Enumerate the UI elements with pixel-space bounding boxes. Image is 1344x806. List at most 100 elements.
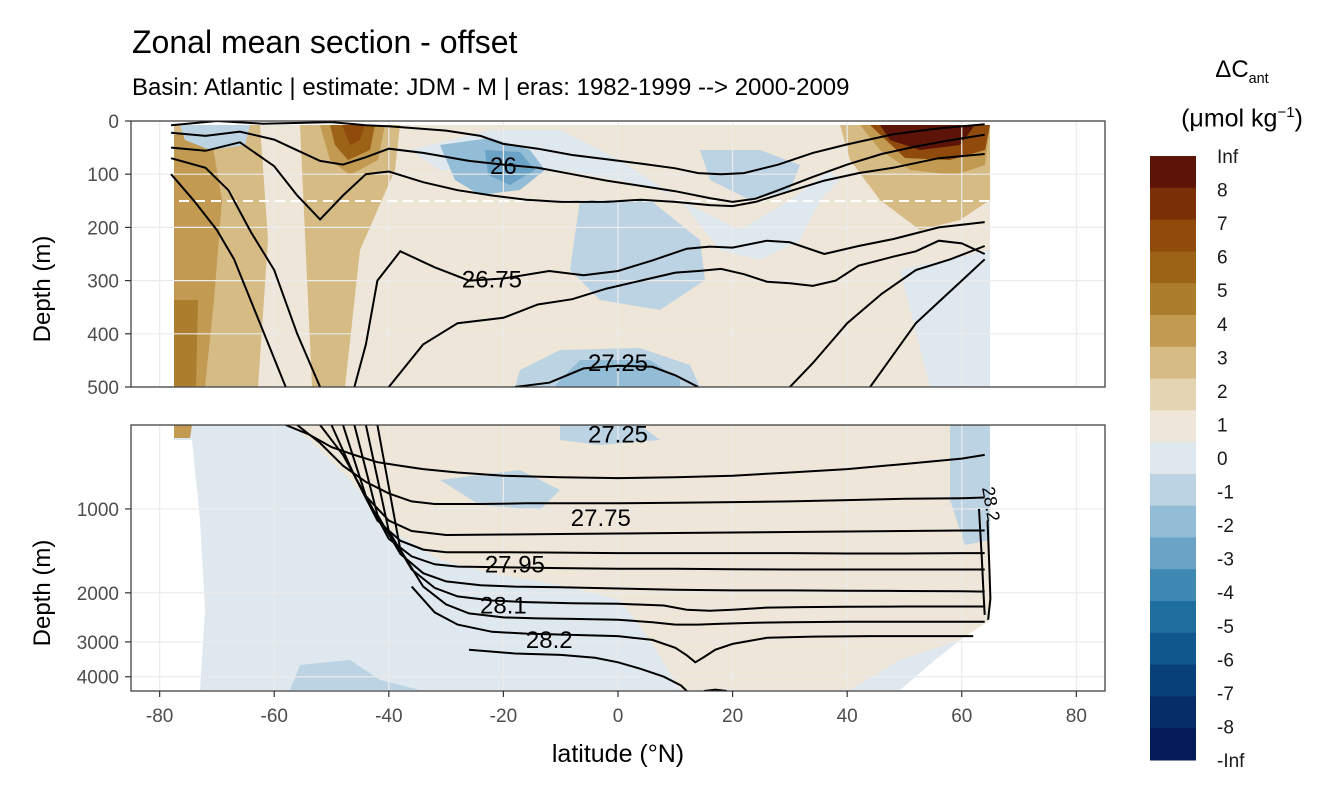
colorbar-label: -8 — [1217, 717, 1234, 738]
colorbar: Inf 8 7 6 5 4 3 2 1 0 -1 -2 -3 -4 -5 -6 -7 -8 -Inf — [1150, 147, 1245, 772]
chart-subtitle: Basin: Atlantic | estimate: JDM - M | er… — [132, 74, 850, 101]
colorbar-swatch — [1150, 569, 1196, 602]
y-tick-label: 500 — [87, 378, 119, 399]
colorbar-swatch — [1150, 219, 1196, 252]
contour-line-4 — [170, 173, 287, 387]
contour-line-0 — [171, 121, 985, 176]
y-tick-label: 4000 — [77, 668, 119, 689]
x-tick-label: -80 — [146, 706, 173, 727]
colorbar-swatch — [1150, 632, 1196, 666]
contour-label: 27.25 — [588, 421, 648, 448]
contour-line-1 — [171, 130, 985, 203]
contour-label: 27.95 — [485, 551, 545, 578]
y-tick-label: 1000 — [77, 500, 119, 521]
colorbar-swatch — [1150, 442, 1196, 475]
contour-label: 26.75 — [462, 267, 522, 294]
y-axis-label-top: Depth (m) — [29, 236, 56, 343]
colorbar-label: 5 — [1217, 281, 1228, 302]
colorbar-swatch — [1150, 283, 1196, 316]
y-tick-label: 400 — [87, 325, 119, 346]
x-tick-label: -60 — [261, 706, 288, 727]
colorbar-label: 4 — [1217, 315, 1228, 336]
contour-label: 26 — [490, 153, 517, 180]
axes: -80 -60 -40 -20 0 20 40 60 80 0 100 200 300 400 500 100… — [77, 112, 1087, 727]
y-tick-label: 3000 — [77, 633, 119, 654]
contour-line-6 — [388, 239, 986, 387]
colorbar-label: 3 — [1217, 348, 1228, 369]
contour-label: 27.25 — [588, 350, 648, 377]
y-axis-label-bottom: Depth (m) — [29, 540, 56, 647]
colorbar-label: -2 — [1217, 516, 1234, 537]
contour-line-8 — [789, 245, 986, 387]
contour-labels: 26 26.75 27.25 27.25 27.75 27.95 28.1 28.2 — [462, 153, 648, 654]
colorbar-label: -4 — [1217, 583, 1234, 604]
contour-line-7 — [514, 364, 699, 387]
panel-top-fills — [131, 121, 1105, 387]
contour-label: 28.2 — [526, 627, 573, 654]
colorbar-swatch — [1150, 378, 1196, 411]
y-tick-label: 200 — [87, 218, 119, 239]
contour-line-5 — [353, 221, 985, 387]
legend-title-main: ΔC — [1215, 56, 1249, 83]
contour-line-10 — [285, 425, 985, 480]
colorbar-label: -3 — [1217, 550, 1234, 571]
contour-line-2 — [171, 141, 985, 221]
contour-line-17 — [376, 425, 985, 626]
y-tick-label: 0 — [108, 112, 119, 133]
x-axis-label: latitude (°N) — [552, 740, 684, 768]
panel-top-border — [130, 120, 1106, 388]
colorbar-swatch — [1150, 728, 1196, 761]
colorbar-label: 7 — [1217, 214, 1228, 235]
x-tick-label: -40 — [375, 706, 402, 727]
contour-line-9 — [869, 258, 986, 387]
contour-line-15 — [353, 425, 985, 593]
y-tick-label: 2000 — [77, 584, 119, 605]
colorbar-label: -5 — [1217, 617, 1234, 638]
contour-label: 28.1 — [480, 592, 527, 619]
contour-line-11 — [296, 425, 985, 505]
contour-line-16 — [364, 425, 985, 612]
contour-line-22 — [986, 520, 992, 620]
x-tick-label: 40 — [837, 706, 858, 727]
contour-line-12 — [319, 425, 985, 537]
colorbar-swatch — [1150, 664, 1196, 697]
colorbar-swatch — [1150, 156, 1196, 189]
y-tick-label: 300 — [87, 272, 119, 293]
colorbar-swatch — [1150, 187, 1196, 221]
colorbar-swatch — [1150, 346, 1196, 380]
colorbar-swatch — [1150, 505, 1196, 538]
y-tick-label: 100 — [87, 165, 119, 186]
colorbar-swatch — [1150, 537, 1196, 570]
colorbar-label: Inf — [1217, 147, 1239, 168]
legend-unit-post: ) — [1294, 104, 1303, 133]
contour-label: 27.75 — [571, 505, 631, 532]
legend-title: ΔCant — [1140, 56, 1344, 87]
legend-unit-pre: (μmol kg — [1181, 104, 1278, 133]
x-tick-label: 60 — [951, 706, 972, 727]
legend-unit-sup: −1 — [1277, 104, 1295, 121]
colorbar-label: 8 — [1217, 181, 1228, 202]
colorbar-label: 2 — [1217, 382, 1228, 403]
colorbar-swatch — [1150, 601, 1196, 634]
colorbar-label: -1 — [1217, 483, 1234, 504]
colorbar-swatch — [1150, 251, 1196, 284]
colorbar-label: 6 — [1217, 248, 1228, 269]
x-tick-label: 80 — [1066, 706, 1087, 727]
colorbar-swatch — [1150, 473, 1196, 507]
contour-line-3 — [170, 157, 322, 387]
panel-bottom-fills — [131, 425, 1105, 691]
colorbar-swatch — [1150, 410, 1196, 443]
x-tick-label: 0 — [613, 706, 624, 727]
colorbar-label: 1 — [1217, 415, 1228, 436]
contour-line-19 — [468, 648, 688, 691]
x-tick-label: 20 — [722, 706, 743, 727]
colorbar-label: -6 — [1217, 650, 1234, 671]
contour-line-21 — [978, 508, 986, 615]
chart-title: Zonal mean section - offset — [132, 24, 518, 60]
colorbar-label: -Inf — [1217, 751, 1245, 772]
colorbar-label: 0 — [1217, 449, 1228, 470]
colorbar-swatch — [1150, 314, 1196, 348]
contour-line-18 — [410, 585, 974, 664]
x-tick-label: -20 — [490, 706, 517, 727]
